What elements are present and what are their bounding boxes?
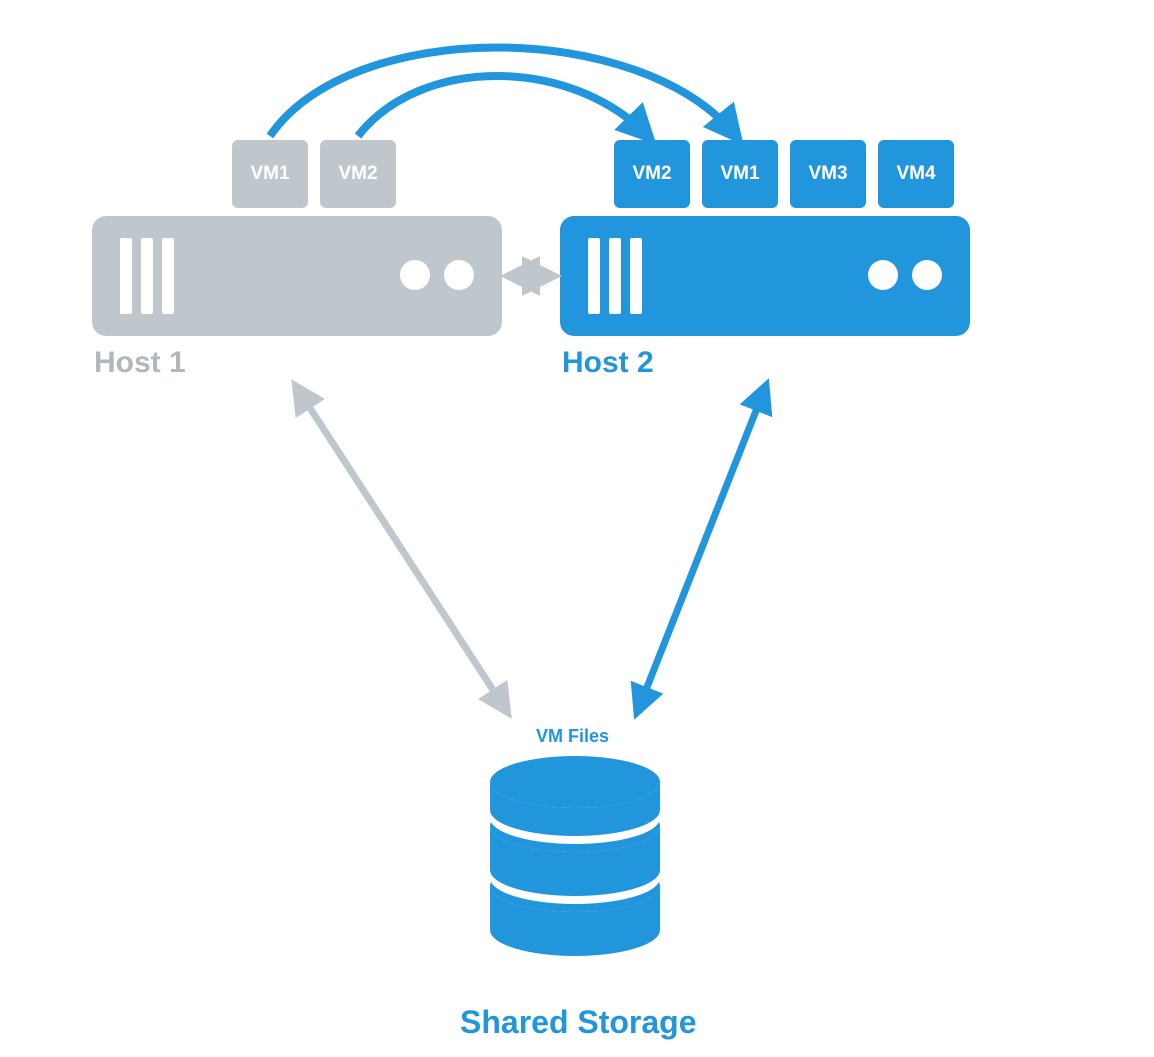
host2-server-icon xyxy=(560,216,970,336)
diagram-svg-overlay xyxy=(0,0,1154,1057)
host2-vm2-box: VM2 xyxy=(614,140,690,208)
host2-dots-icon xyxy=(868,260,942,290)
host1-vm1-box: VM1 xyxy=(232,140,308,208)
host1-vm1-label: VM1 xyxy=(250,163,289,185)
host2-vm3-label: VM3 xyxy=(808,163,847,185)
host2-vm2-label: VM2 xyxy=(632,163,671,185)
host1-vm2-label: VM2 xyxy=(338,163,377,185)
host2-vm1-box: VM1 xyxy=(702,140,778,208)
host1-vm2-box: VM2 xyxy=(320,140,396,208)
migration-arrow-vm1 xyxy=(270,48,736,137)
host1-storage-arrow xyxy=(297,388,506,710)
host2-label: Host 2 xyxy=(562,346,654,380)
migration-arrow-vm2 xyxy=(358,76,648,136)
shared-storage-label: Shared Storage xyxy=(460,1004,697,1041)
host2-vm4-label: VM4 xyxy=(896,163,935,185)
host1-dots-icon xyxy=(400,260,474,290)
host2-vm1-label: VM1 xyxy=(720,163,759,185)
host2-vm4-box: VM4 xyxy=(878,140,954,208)
host2-vm3-box: VM3 xyxy=(790,140,866,208)
diagram-canvas: VM1 VM2 VM2 VM1 VM3 VM4 Host 1 Host 2 VM… xyxy=(0,0,1154,1057)
host1-label: Host 1 xyxy=(94,346,186,380)
host2-storage-arrow xyxy=(638,388,765,710)
host1-bars-icon xyxy=(120,238,174,314)
vm-files-label: VM Files xyxy=(536,726,609,747)
host2-bars-icon xyxy=(588,238,642,314)
storage-cylinder-icon xyxy=(490,756,660,956)
host1-server-icon xyxy=(92,216,502,336)
